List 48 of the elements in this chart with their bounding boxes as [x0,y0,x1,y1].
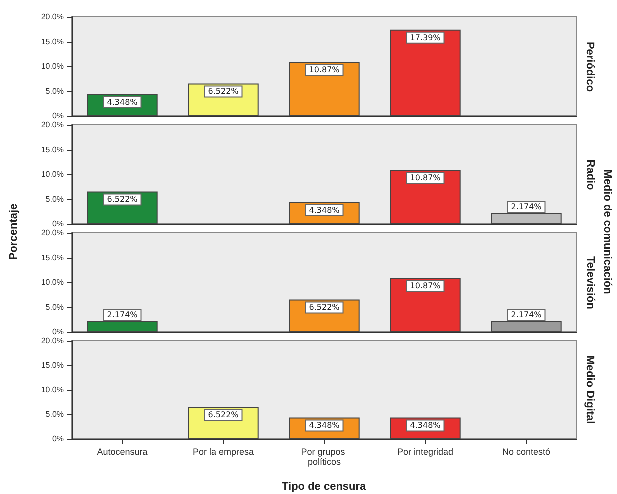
y2-axis-title: Radio [584,159,596,190]
y2-axis-title: Medio Digital [584,356,596,424]
data-label: 4.348% [107,98,138,107]
y-tick-label: 15.0% [41,253,64,262]
y2-axis-title: Televisión [584,256,596,309]
data-label: 6.522% [309,303,340,312]
y-tick-label: 5.0% [46,194,64,204]
data-label: 10.87% [410,174,442,183]
y-tick-label: 5.0% [46,410,64,419]
data-label: 6.522% [107,195,138,204]
y-axis-title: Porcentaje [8,204,20,260]
data-label: 6.522% [208,87,240,96]
y-tick-label: 10.0% [41,278,64,287]
y-tick-label: 20.0% [41,336,64,346]
data-label: 4.348% [410,421,442,430]
data-label: 2.174% [107,310,138,320]
y-tick-label: 5.0% [46,302,64,312]
y-tick-label: 15.0% [41,145,64,154]
y-tick-label: 0% [52,112,64,120]
y2-axis-title: Periódico [584,41,596,92]
y-tick-label: 0% [52,328,64,336]
y-tick-label: 20.0% [41,12,64,22]
data-label: 2.174% [511,202,542,212]
x-tick-label: Por integridad [397,447,454,457]
bar [390,30,461,116]
y-tick-label: 10.0% [41,170,64,179]
data-label: 10.87% [309,66,340,75]
data-label: 17.39% [410,33,442,42]
data-label: 10.87% [410,282,442,291]
data-label: 2.174% [511,310,542,320]
x-axis-title: Tipo de censura [282,481,366,493]
y-tick-label: 10.0% [41,62,64,71]
y-tick-label: 0% [52,434,64,444]
x-tick-label: Por la empresa [192,447,254,457]
y-tick-label: 10.0% [41,386,64,394]
y-tick-label: 15.0% [41,37,64,46]
data-label: 4.348% [309,421,340,430]
y-tick-label: 15.0% [41,361,64,370]
y-tick-label: 20.0% [41,120,64,130]
text: Medio de comunicación [600,170,613,294]
x-tick-label: Por grupos políticos [301,447,348,467]
data-label: 6.522% [208,410,240,420]
y-tick-label: 20.0% [41,228,64,238]
x-tick-label: Autocensura [97,447,148,457]
y-tick-label: 5.0% [46,86,64,96]
data-label: 4.348% [309,206,340,215]
x-tick-label: No contestó [502,447,551,457]
y-tick-label: 0% [52,220,64,228]
